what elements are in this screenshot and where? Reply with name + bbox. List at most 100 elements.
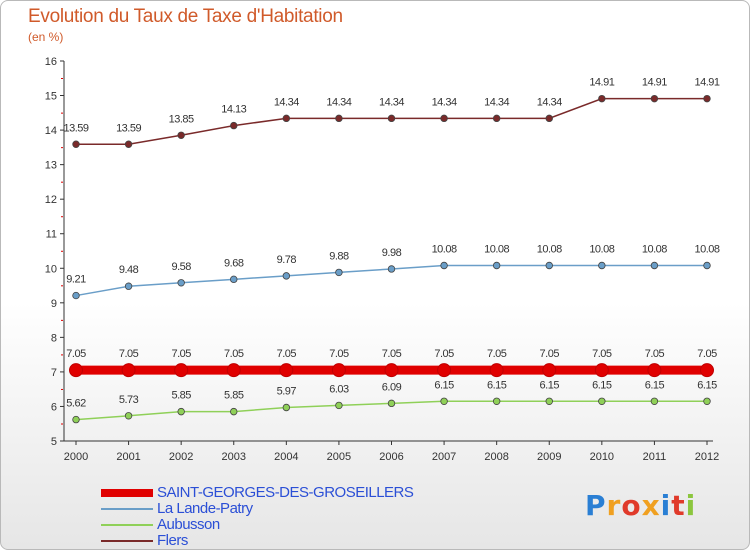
data-label: 14.34 bbox=[326, 96, 351, 108]
data-point bbox=[440, 397, 448, 405]
data-point bbox=[598, 397, 606, 405]
data-point bbox=[72, 415, 80, 424]
data-point bbox=[440, 114, 448, 123]
y-tick-label: 5 bbox=[51, 436, 57, 448]
data-point bbox=[174, 363, 189, 378]
data-point bbox=[545, 397, 553, 405]
y-tick-label: 12 bbox=[45, 194, 57, 206]
data-label: 9.88 bbox=[329, 250, 349, 262]
data-label: 13.59 bbox=[116, 122, 141, 134]
data-point bbox=[72, 291, 80, 300]
data-label: 5.73 bbox=[119, 394, 139, 406]
data-point bbox=[230, 407, 238, 416]
data-point bbox=[226, 363, 241, 378]
data-label: 5.62 bbox=[66, 398, 86, 410]
data-point bbox=[703, 261, 711, 270]
data-label: 6.15 bbox=[540, 379, 560, 391]
y-tick-label: 15 bbox=[45, 91, 57, 103]
data-label: 6.15 bbox=[434, 379, 454, 391]
data-point bbox=[230, 275, 238, 284]
data-point bbox=[542, 363, 557, 378]
data-label: 9.78 bbox=[277, 254, 297, 266]
data-point bbox=[647, 363, 662, 378]
data-label: 10.08 bbox=[537, 244, 562, 256]
data-label: 7.05 bbox=[382, 348, 402, 360]
data-point bbox=[121, 363, 136, 378]
data-label: 7.05 bbox=[592, 348, 612, 360]
data-point bbox=[177, 407, 185, 416]
y-tick-label: 13 bbox=[45, 160, 57, 172]
data-point bbox=[545, 114, 553, 123]
logo-letter: x bbox=[641, 489, 661, 522]
data-point bbox=[437, 363, 452, 378]
x-tick-label: 2012 bbox=[695, 451, 719, 463]
logo-letter: o bbox=[621, 489, 642, 522]
y-tick-label: 7 bbox=[51, 367, 57, 379]
data-point bbox=[492, 397, 501, 405]
data-label: 7.05 bbox=[119, 348, 139, 360]
data-label: 14.91 bbox=[642, 77, 667, 89]
data-point bbox=[387, 114, 396, 123]
data-label: 14.34 bbox=[537, 96, 562, 108]
x-tick-label: 2000 bbox=[64, 451, 88, 463]
data-label: 9.48 bbox=[119, 264, 139, 276]
data-label: 5.85 bbox=[171, 390, 191, 402]
data-point bbox=[282, 403, 291, 412]
data-point bbox=[387, 265, 396, 273]
legend-label: SAINT-GEORGES-DES-GROSEILLERS bbox=[157, 484, 414, 501]
data-label: 14.34 bbox=[432, 96, 457, 108]
data-label: 14.34 bbox=[484, 96, 509, 108]
data-label: 10.08 bbox=[589, 244, 614, 256]
data-label: 9.68 bbox=[224, 257, 244, 269]
legend-swatch bbox=[101, 508, 153, 510]
data-label: 7.05 bbox=[645, 348, 665, 360]
data-point bbox=[598, 261, 606, 270]
data-point bbox=[598, 94, 606, 103]
x-tick-label: 2005 bbox=[327, 451, 351, 463]
data-label: 5.85 bbox=[224, 390, 244, 402]
data-point bbox=[124, 140, 133, 148]
data-label: 14.34 bbox=[379, 96, 404, 108]
y-tick-label: 8 bbox=[51, 332, 57, 344]
data-label: 6.15 bbox=[592, 379, 612, 391]
data-label: 6.03 bbox=[329, 383, 349, 395]
y-axis-unit-label: (en %) bbox=[28, 30, 64, 44]
data-label: 7.05 bbox=[329, 348, 349, 360]
x-tick-label: 2007 bbox=[432, 451, 456, 463]
data-point bbox=[230, 121, 238, 130]
x-tick-label: 2009 bbox=[537, 451, 561, 463]
logo-letter: i bbox=[660, 489, 672, 522]
data-point bbox=[279, 363, 294, 378]
data-label: 7.05 bbox=[697, 348, 717, 360]
data-point bbox=[384, 363, 399, 378]
data-point bbox=[335, 268, 343, 277]
data-label: 7.05 bbox=[66, 348, 86, 360]
data-point bbox=[492, 114, 501, 123]
data-point bbox=[282, 272, 291, 280]
data-point bbox=[69, 363, 83, 378]
data-point bbox=[594, 363, 609, 378]
data-point bbox=[177, 279, 185, 287]
data-point bbox=[492, 261, 501, 270]
data-label: 13.85 bbox=[169, 113, 194, 125]
data-label: 14.34 bbox=[274, 96, 299, 108]
y-tick-label: 9 bbox=[51, 298, 57, 310]
data-label: 10.08 bbox=[694, 244, 719, 256]
y-tick-label: 10 bbox=[45, 263, 57, 275]
data-label: 7.05 bbox=[277, 348, 297, 360]
x-tick-label: 2001 bbox=[116, 451, 140, 463]
data-label: 9.21 bbox=[66, 274, 86, 286]
data-point bbox=[703, 94, 711, 103]
proxiti-logo: Proxiti bbox=[585, 489, 696, 522]
data-label: 10.08 bbox=[432, 244, 457, 256]
data-label: 14.91 bbox=[694, 77, 719, 89]
data-point bbox=[650, 261, 659, 270]
y-tick-label: 6 bbox=[51, 401, 57, 413]
y-tick-label: 14 bbox=[45, 125, 57, 137]
logo-letter: r bbox=[606, 489, 622, 522]
x-tick-label: 2002 bbox=[169, 451, 193, 463]
data-label: 6.15 bbox=[645, 379, 665, 391]
data-point bbox=[650, 397, 659, 405]
legend-swatch bbox=[101, 524, 153, 526]
